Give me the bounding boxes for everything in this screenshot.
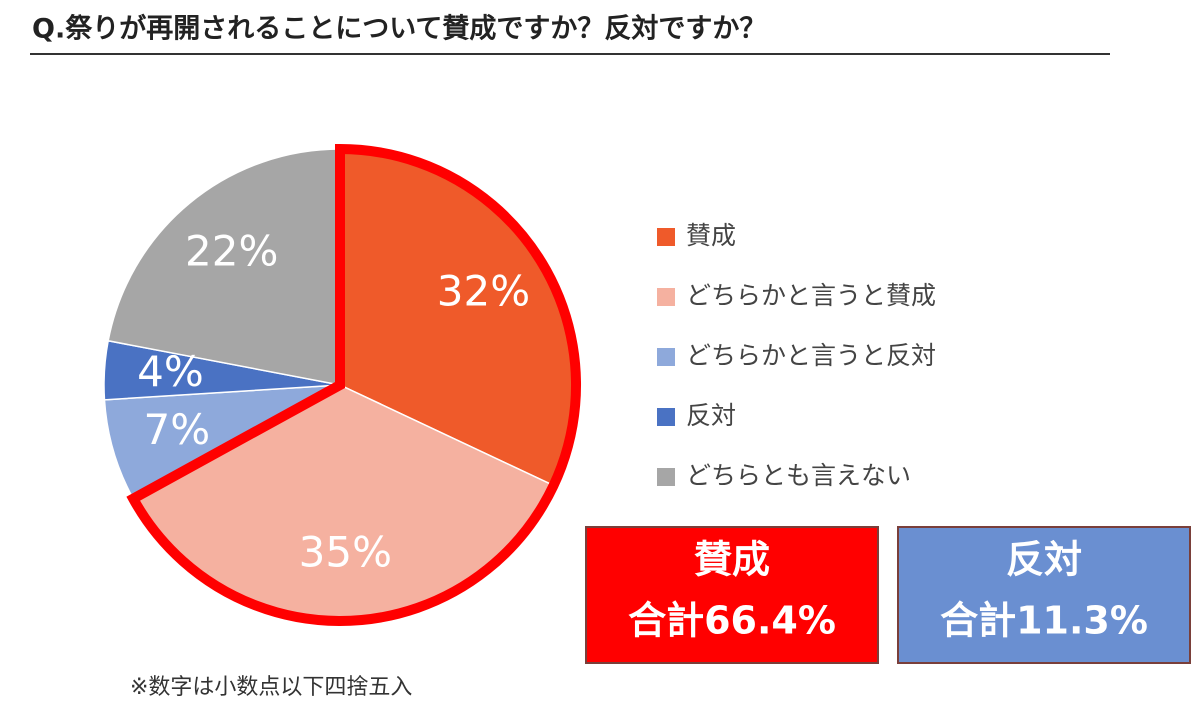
legend-label: どちらかと言うと反対 — [686, 341, 936, 370]
legend-swatch — [657, 348, 675, 366]
pie-slice — [107, 148, 341, 386]
legend-label: どちらとも言えない — [686, 461, 911, 490]
data-label: 7% — [144, 405, 211, 454]
summary-total: 合計11.3% — [940, 599, 1148, 643]
summary-title: 賛成 — [694, 538, 770, 582]
data-label: 4% — [137, 347, 204, 396]
legend-swatch — [657, 468, 675, 486]
legend-swatch — [657, 408, 675, 426]
legend-label: 賛成 — [686, 221, 736, 250]
highlight-outline — [126, 143, 581, 626]
data-label: 22% — [185, 227, 278, 276]
summary-title: 反対 — [1006, 538, 1082, 582]
summary-box — [897, 526, 1191, 664]
data-label: 32% — [437, 266, 530, 315]
chart-title: Q.祭りが再開されることについて賛成ですか？反対ですか？ — [32, 13, 766, 45]
summary-total: 合計66.4% — [628, 599, 836, 643]
legend-label: 反対 — [686, 401, 736, 430]
legend-swatch — [657, 228, 675, 246]
summary-box — [585, 526, 879, 664]
data-label: 35% — [299, 527, 392, 576]
legend-label: どちらかと言うと賛成 — [686, 281, 936, 310]
footnote: ※数字は小数点以下四捨五入 — [130, 675, 412, 700]
legend-swatch — [657, 288, 675, 306]
